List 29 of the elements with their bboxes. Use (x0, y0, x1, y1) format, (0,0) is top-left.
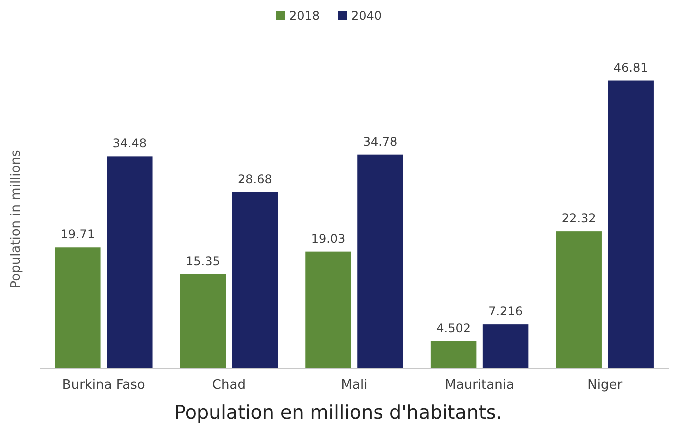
x-tick-label: Mauritania (445, 378, 514, 393)
data-label: 46.81 (614, 60, 648, 75)
x-tick-label: Chad (212, 378, 246, 393)
x-tick-label: Niger (588, 378, 624, 393)
legend-label: 2018 (290, 9, 320, 23)
bar (358, 154, 404, 369)
y-axis-title: Population in millions (9, 150, 24, 289)
legend-label: 2040 (352, 9, 382, 23)
data-label: 19.03 (311, 232, 346, 246)
data-label: 19.71 (60, 228, 96, 242)
bar (55, 248, 101, 369)
bar (608, 80, 654, 369)
data-label: 15.35 (186, 254, 220, 268)
bar (556, 232, 602, 369)
data-label: 7.216 (488, 304, 523, 319)
bar (482, 324, 529, 369)
text: Population en millions d'habitants. (174, 402, 502, 424)
x-tick-label: Burkina Faso (62, 378, 146, 393)
bar (232, 192, 278, 369)
data-label: 4.502 (436, 321, 471, 336)
data-label: 22.32 (562, 212, 596, 226)
bar (430, 341, 477, 369)
bar (306, 252, 352, 369)
data-label: 34.48 (112, 136, 148, 151)
data-label: 34.78 (363, 134, 398, 149)
bar (107, 156, 153, 369)
bar (180, 274, 226, 369)
x-tick-label: Mali (341, 378, 368, 393)
data-label: 28.68 (238, 172, 272, 186)
